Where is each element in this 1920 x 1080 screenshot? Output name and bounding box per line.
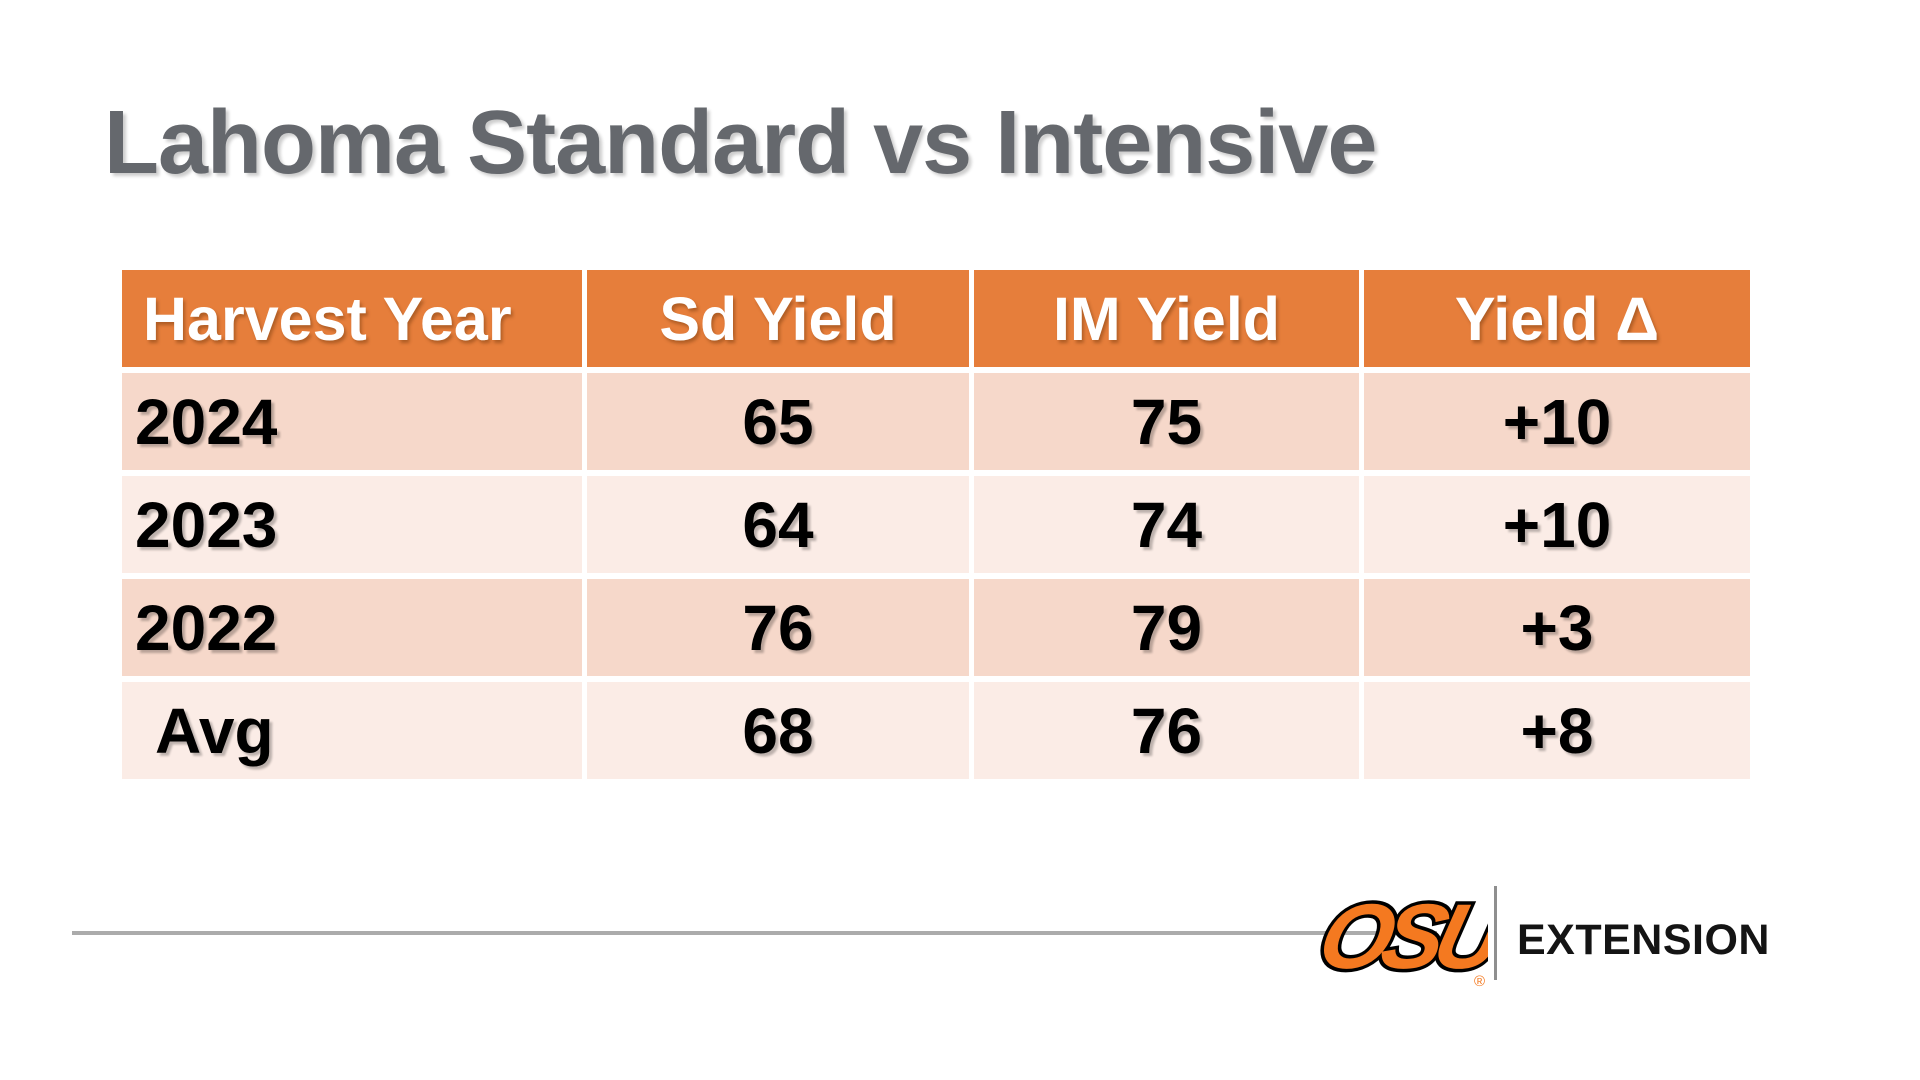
im-yield-cell: 74: [974, 476, 1359, 573]
osu-logo-letters: OSU: [1309, 884, 1488, 987]
yield-delta-cell: +8: [1364, 682, 1750, 779]
im-yield-cell: 79: [974, 579, 1359, 676]
sd-yield-cell: 64: [587, 476, 969, 573]
registered-mark-icon: ®: [1474, 973, 1485, 990]
year-cell: 2023: [122, 476, 582, 573]
avg-label-cell: Avg: [122, 682, 582, 779]
logo-divider-line: [1494, 886, 1497, 980]
page-title: Lahoma Standard vs Intensive: [104, 93, 1377, 193]
im-yield-cell: 75: [974, 373, 1359, 470]
extension-wordmark: EXTENSION: [1517, 916, 1770, 964]
column-header-im-yield: IM Yield: [974, 270, 1359, 367]
year-cell: 2022: [122, 579, 582, 676]
sd-yield-cell: 65: [587, 373, 969, 470]
yield-comparison-table: Harvest Year Sd Yield IM Yield Yield Δ 2…: [122, 270, 1750, 779]
column-header-harvest-year: Harvest Year: [122, 270, 582, 367]
year-cell: 2024: [122, 373, 582, 470]
yield-delta-cell: +10: [1364, 476, 1750, 573]
yield-delta-cell: +10: [1364, 373, 1750, 470]
osu-logo-icon: OSU ®: [1306, 881, 1488, 991]
sd-yield-cell: 76: [587, 579, 969, 676]
column-header-yield-delta: Yield Δ: [1364, 270, 1750, 367]
footer-divider-line: [72, 931, 1437, 935]
column-header-sd-yield: Sd Yield: [587, 270, 969, 367]
sd-yield-cell: 68: [587, 682, 969, 779]
im-yield-cell: 76: [974, 682, 1359, 779]
yield-delta-cell: +3: [1364, 579, 1750, 676]
